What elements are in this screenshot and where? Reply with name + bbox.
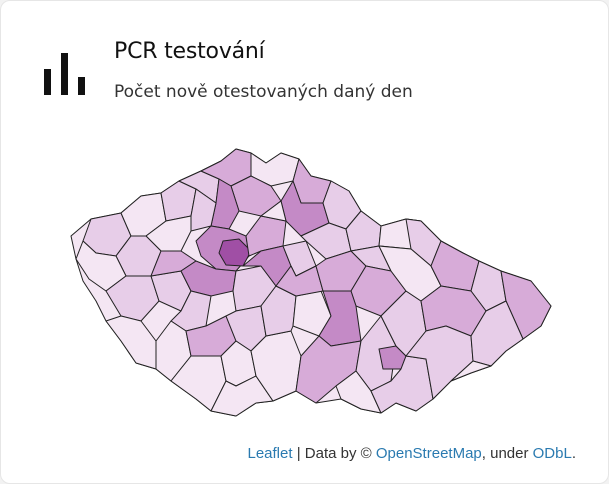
odbl-link[interactable]: ODbL (532, 445, 572, 462)
czech-districts-map[interactable] (61, 141, 561, 431)
attribution-period: . (571, 445, 576, 462)
card-title: PCR testování (114, 39, 265, 64)
district (260, 200, 287, 222)
bar-chart-icon (44, 53, 85, 95)
district (180, 260, 237, 297)
openstreetmap-link[interactable]: OpenStreetMap (375, 445, 482, 462)
attribution-text: | Data by © (292, 445, 376, 462)
district (210, 375, 274, 417)
attribution-under: , under (481, 445, 533, 462)
leaflet-link[interactable]: Leaflet (247, 445, 293, 462)
map-attribution: Leaflet | Data by © OpenStreetMap, under… (247, 445, 576, 462)
district (470, 300, 524, 367)
district (370, 355, 434, 414)
district (105, 315, 157, 370)
district (190, 188, 217, 232)
district (450, 360, 492, 382)
card-subtitle: Počet nově otestovaných daný den (114, 82, 413, 102)
